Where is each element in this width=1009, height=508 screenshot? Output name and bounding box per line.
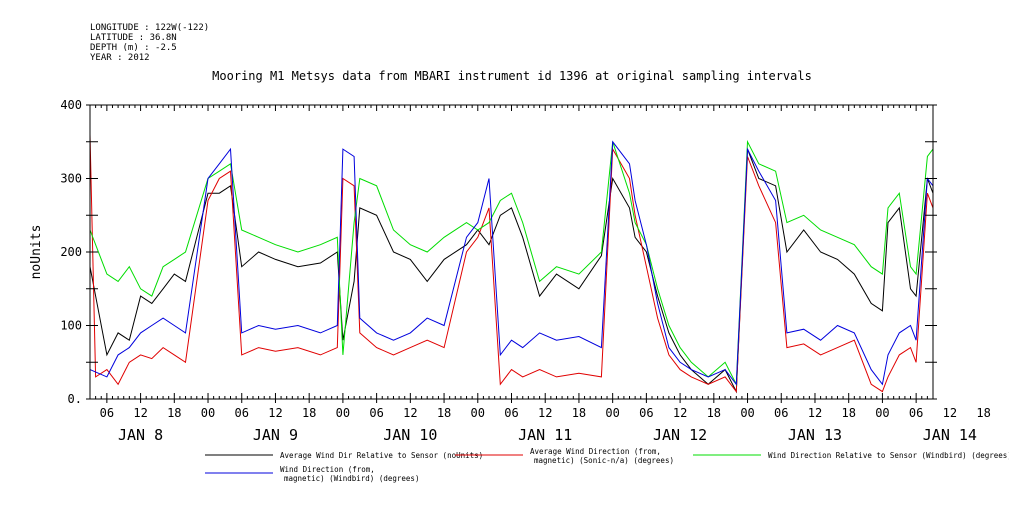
y-tick-label: 100 xyxy=(60,319,82,333)
x-tick-label: 00 xyxy=(605,406,619,420)
series-line-1 xyxy=(89,134,934,393)
y-axis-label: noUnits xyxy=(29,225,44,280)
series-layer xyxy=(89,134,934,394)
series-line-3 xyxy=(89,140,934,386)
legend-label: magnetic) (Windbird) (degrees) xyxy=(284,474,419,483)
x-tick-label: 00 xyxy=(336,406,350,420)
x-day-label: JAN 12 xyxy=(653,426,707,444)
legend: Average Wind Dir Relative to Sensor (noU… xyxy=(205,447,1009,483)
x-tick-label: 12 xyxy=(268,406,282,420)
legend-entry: Wind Direction (from,magnetic) (Windbird… xyxy=(205,465,419,483)
x-tick-label: 00 xyxy=(740,406,754,420)
legend-entry: Average Wind Dir Relative to Sensor (noU… xyxy=(205,451,483,460)
x-tick-label: 00 xyxy=(471,406,485,420)
plot-frame xyxy=(89,104,934,400)
x-tick-label: 06 xyxy=(235,406,249,420)
axes-layer: 0. 100 200 300 400 06 12 18 00 06 12 18 00 06 12 18 00 06… xyxy=(60,98,990,444)
x-tick-label: 06 xyxy=(369,406,383,420)
x-tick-label: 18 xyxy=(302,406,316,420)
x-tick-label: 18 xyxy=(976,406,990,420)
y-tick-label: 300 xyxy=(60,172,82,186)
meta-line: LONGITUDE : 122W(-122) xyxy=(90,23,209,33)
x-day-label: JAN 13 xyxy=(788,426,842,444)
x-day-label: JAN 14 xyxy=(923,426,977,444)
meta-line: YEAR : 2012 xyxy=(90,53,150,63)
x-tick-label: 12 xyxy=(808,406,822,420)
x-tick-label: 18 xyxy=(841,406,855,420)
legend-label: Average Wind Dir Relative to Sensor (noU… xyxy=(280,451,483,460)
x-day-label: JAN 8 xyxy=(118,426,163,444)
legend-label: magnetic) (Sonic-n/a) (degrees) xyxy=(534,456,674,465)
x-tick-label: 18 xyxy=(167,406,181,420)
x-tick-label: 12 xyxy=(403,406,417,420)
x-tick-label: 18 xyxy=(572,406,586,420)
x-tick-label: 06 xyxy=(504,406,518,420)
x-day-label: JAN 10 xyxy=(383,426,437,444)
chart-title: Mooring M1 Metsys data from MBARI instru… xyxy=(212,69,812,83)
legend-label: Wind Direction (from, xyxy=(280,465,375,474)
x-tick-label: 06 xyxy=(639,406,653,420)
y-tick-label: 200 xyxy=(60,245,82,259)
series-line-2 xyxy=(89,139,934,387)
x-tick-label: 18 xyxy=(707,406,721,420)
y-tick-label: 400 xyxy=(60,98,82,112)
y-tick-label: 0. xyxy=(68,392,82,406)
x-tick-label: 12 xyxy=(133,406,147,420)
series-line-0 xyxy=(89,148,934,394)
meta-block: LONGITUDE : 122W(-122) LATITUDE : 36.8N … xyxy=(90,23,209,63)
x-tick-label: 06 xyxy=(774,406,788,420)
x-day-label: JAN 9 xyxy=(253,426,298,444)
x-tick-label: 12 xyxy=(538,406,552,420)
legend-entry: Average Wind Direction (from,magnetic) (… xyxy=(455,447,674,465)
legend-entry: Wind Direction Relative to Sensor (Windb… xyxy=(693,451,1009,460)
x-day-label: JAN 11 xyxy=(518,426,572,444)
x-tick-label: 00 xyxy=(875,406,889,420)
legend-label: Average Wind Direction (from, xyxy=(530,447,661,456)
legend-label: Wind Direction Relative to Sensor (Windb… xyxy=(768,451,1009,460)
x-tick-label: 00 xyxy=(201,406,215,420)
meta-line: DEPTH (m) : -2.5 xyxy=(90,43,177,53)
x-tick-label: 06 xyxy=(909,406,923,420)
x-tick-label: 06 xyxy=(100,406,114,420)
meta-line: LATITUDE : 36.8N xyxy=(90,33,177,43)
x-tick-label: 18 xyxy=(437,406,451,420)
x-tick-label: 12 xyxy=(943,406,957,420)
x-tick-label: 12 xyxy=(673,406,687,420)
